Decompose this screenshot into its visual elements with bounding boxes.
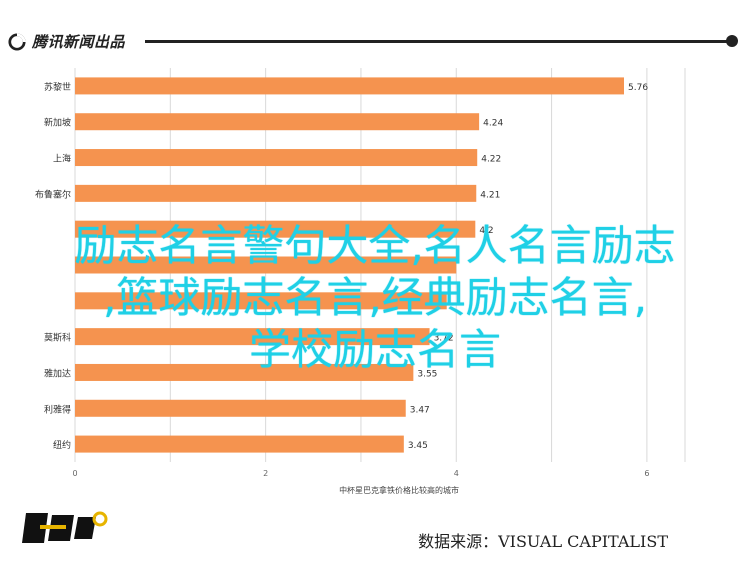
bar <box>75 363 414 381</box>
data-label: 4.21 <box>480 190 500 200</box>
data-label: 5.76 <box>628 83 648 93</box>
category-label: 莫斯科 <box>44 332 71 344</box>
logo-text: 腾讯新闻出品 <box>32 33 126 51</box>
source-text: 数据来源：VISUAL CAPITALIST <box>418 532 668 551</box>
header-divider <box>145 40 730 43</box>
data-label: 4.24 <box>483 119 503 129</box>
bar <box>75 256 457 274</box>
header: 腾讯新闻出品 <box>0 0 750 60</box>
x-tick-label: 2 <box>263 469 268 478</box>
bar <box>75 399 406 417</box>
bar <box>75 435 404 453</box>
category-label: 苏黎世 <box>44 81 71 93</box>
data-label: 4.22 <box>481 155 501 165</box>
category-label: 新加坡 <box>44 117 71 129</box>
data-label: 3.72 <box>434 334 454 344</box>
tencent-news-logo-icon <box>8 32 26 51</box>
bar <box>75 292 447 310</box>
data-label: 3.45 <box>408 441 428 451</box>
logo: 腾讯新闻出品 <box>8 31 125 52</box>
bar <box>75 184 477 202</box>
category-label: 雅加达 <box>44 367 71 379</box>
category-label: 利雅得 <box>44 403 71 415</box>
bar <box>75 77 624 95</box>
bar <box>75 328 430 346</box>
data-label: 4.2 <box>479 226 493 236</box>
x-axis-label: 中杯星巴克拿铁价格比较高的城市 <box>339 485 459 495</box>
category-label: 上海 <box>53 153 71 165</box>
category-label: 布鲁塞尔 <box>35 188 71 200</box>
bar <box>75 149 478 167</box>
bar <box>75 113 480 131</box>
bar <box>75 220 476 238</box>
caijing-brand-logo-icon <box>22 511 108 543</box>
x-tick-label: 0 <box>72 469 77 478</box>
x-tick-label: 6 <box>644 469 649 478</box>
x-tick-label: 4 <box>454 469 459 478</box>
category-label: 纽约 <box>53 439 71 451</box>
header-dot <box>726 35 738 47</box>
data-label: 3.55 <box>417 369 437 379</box>
data-label: 3.47 <box>410 405 430 415</box>
